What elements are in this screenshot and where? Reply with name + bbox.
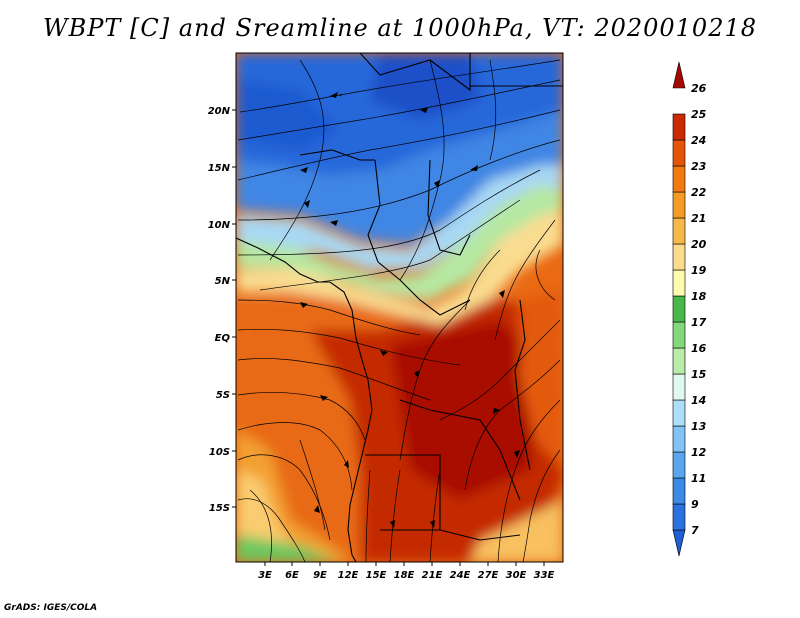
colorbar-swatch — [672, 451, 686, 479]
colorbar-label: 20 — [691, 238, 707, 251]
colorbar-swatch — [672, 217, 686, 245]
wbpt-field — [236, 53, 563, 562]
lat-label-10s: 10S — [209, 447, 230, 458]
colorbar-label: 12 — [691, 446, 707, 459]
colorbar-label: 21 — [691, 212, 706, 225]
colorbar-swatch — [672, 529, 686, 557]
lon-label-3e: 3E — [258, 570, 272, 581]
streamlines — [237, 59, 561, 562]
lon-label-6e: 6E — [285, 570, 299, 581]
map-title: WBPT [C] and Sreamline at 1000hPa, VT: 2… — [42, 14, 758, 42]
colorbar-label: 24 — [691, 134, 706, 147]
latitude-axis: 20N 15N 10N 5N EQ 5S 10S 15S — [208, 106, 236, 514]
lat-label-10n: 10N — [208, 220, 231, 231]
grads-credit: GrADS: IGES/COLA — [4, 603, 98, 613]
colorbar-swatch — [672, 61, 686, 89]
lat-label-5n: 5N — [215, 276, 231, 287]
colorbar-swatch — [672, 503, 686, 531]
colorbar-swatch — [672, 269, 686, 297]
lon-label-21e: 21E — [422, 570, 443, 581]
lat-label-15s: 15S — [209, 503, 230, 514]
lon-label-15e: 15E — [366, 570, 387, 581]
lon-label-12e: 12E — [338, 570, 359, 581]
lon-label-24e: 24E — [450, 570, 471, 581]
colorbar-label: 25 — [691, 108, 707, 121]
lon-label-30e: 30E — [506, 570, 527, 581]
colorbar: 7 9 11 12 13 14 15 16 17 18 19 20 21 22 23 24 25 26 — [672, 61, 707, 557]
map-frame — [235, 52, 564, 563]
colorbar-swatch — [672, 243, 686, 271]
streamline-arrows — [300, 92, 520, 528]
colorbar-label: 16 — [691, 342, 707, 355]
lon-label-18e: 18E — [394, 570, 415, 581]
colorbar-swatch — [672, 139, 686, 167]
colorbar-labels: 7 9 11 12 13 14 15 16 17 18 19 20 21 22 23 24 25 26 — [691, 82, 707, 537]
lat-label-eq: EQ — [215, 333, 231, 344]
colorbar-label: 11 — [691, 472, 706, 485]
colorbar-label: 15 — [691, 368, 707, 381]
colorbar-swatch — [672, 321, 686, 349]
colorbar-label: 14 — [691, 394, 706, 407]
colorbar-label: 9 — [691, 498, 699, 511]
colorbar-label: 22 — [691, 186, 707, 199]
colorbar-swatches — [672, 61, 686, 557]
lon-label-9e: 9E — [313, 570, 327, 581]
colorbar-label: 13 — [691, 420, 707, 433]
longitude-axis: 3E 6E 9E 12E 15E 18E 21E 24E 27E 30E 33E — [258, 562, 555, 581]
colorbar-swatch — [672, 477, 686, 505]
colorbar-label: 23 — [691, 160, 707, 173]
colorbar-label: 18 — [691, 290, 707, 303]
colorbar-label: 26 — [691, 82, 707, 95]
lat-label-15n: 15N — [208, 163, 231, 174]
colorbar-swatch — [672, 373, 686, 401]
colorbar-swatch — [672, 295, 686, 323]
colorbar-swatch — [672, 347, 686, 375]
lon-label-27e: 27E — [478, 570, 499, 581]
lat-label-20n: 20N — [208, 106, 231, 117]
colorbar-swatch — [672, 165, 686, 193]
colorbar-label: 7 — [691, 524, 699, 537]
lat-label-5s: 5S — [216, 390, 230, 401]
colorbar-label: 19 — [691, 264, 707, 277]
colorbar-swatch — [672, 113, 686, 141]
lon-label-33e: 33E — [534, 570, 555, 581]
colorbar-swatch — [672, 425, 686, 453]
colorbar-label: 17 — [691, 316, 707, 329]
colorbar-swatch — [672, 399, 686, 427]
colorbar-swatch — [672, 191, 686, 219]
